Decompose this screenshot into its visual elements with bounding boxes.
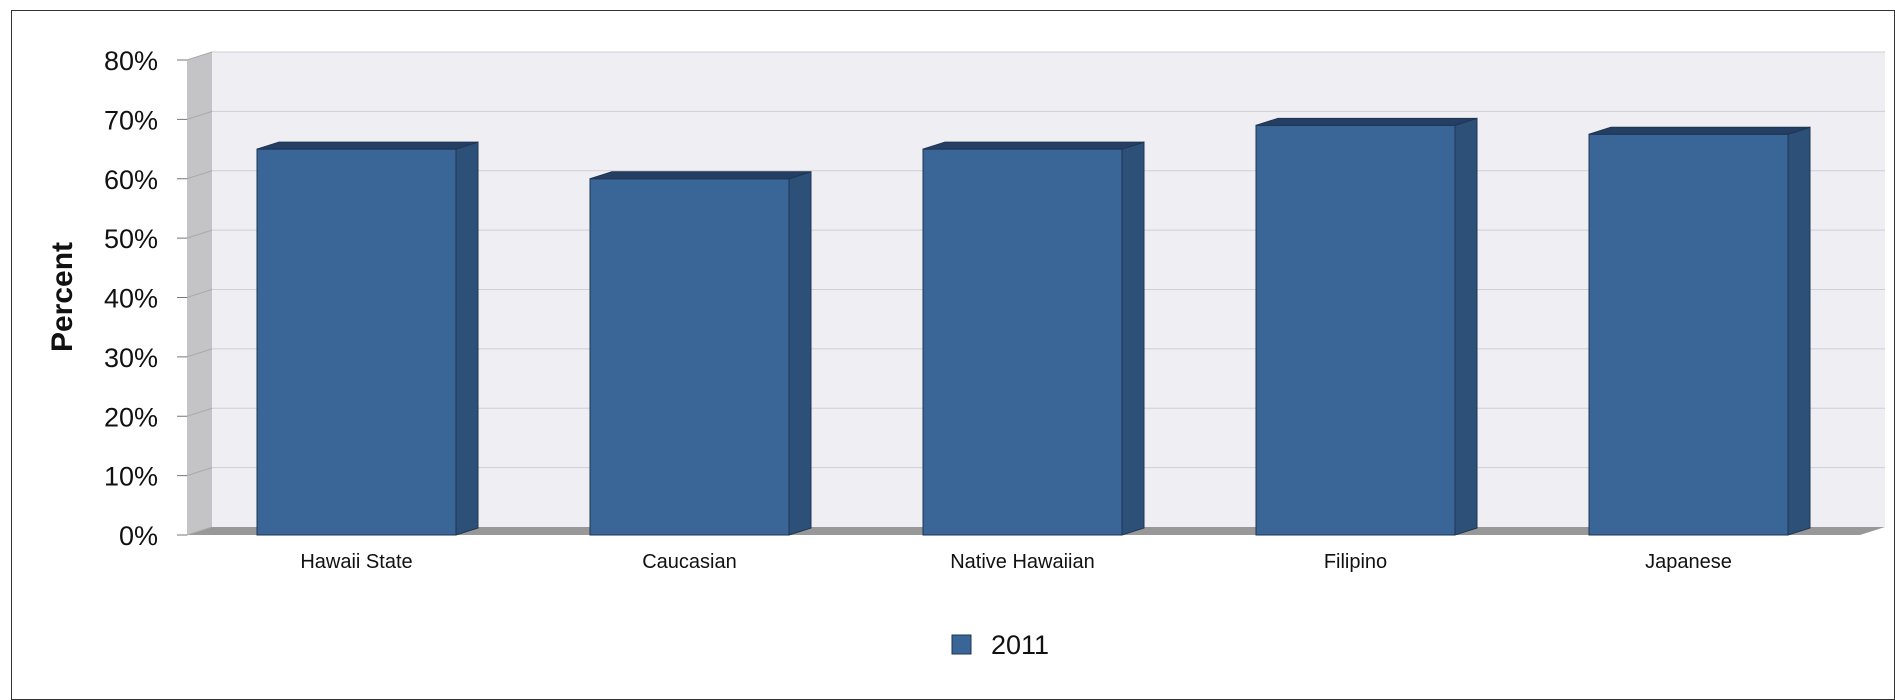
- bar-side: [1787, 126, 1811, 536]
- bar: [256, 148, 457, 536]
- wall-gridline: [186, 51, 213, 61]
- bar-top: [256, 141, 479, 150]
- bar-top: [589, 171, 812, 180]
- bar: [1255, 124, 1456, 536]
- bar-side: [1121, 141, 1145, 536]
- wall-gridline: [186, 170, 213, 180]
- bar-side: [455, 141, 479, 536]
- bar: [1588, 133, 1789, 536]
- x-tick-label: Filipino: [1324, 551, 1387, 573]
- bar: [589, 178, 790, 536]
- wall-gridline: [186, 467, 213, 477]
- y-tick-label: 60%: [104, 165, 158, 195]
- x-axis-labels: Hawaii State Caucasian Native Hawaiian Fili…: [300, 551, 1732, 573]
- legend-label: 2011: [991, 630, 1049, 660]
- wall-gridline: [186, 289, 213, 298]
- y-tick-label: 80%: [104, 46, 158, 76]
- wall-gridline: [186, 348, 213, 358]
- y-tick-label: 70%: [104, 105, 158, 135]
- x-tick-label: Native Hawaiian: [950, 551, 1095, 573]
- x-tick-label: Hawaii State: [300, 551, 412, 573]
- bar-top: [1588, 126, 1811, 135]
- y-tick-label: 30%: [104, 343, 158, 373]
- legend-swatch: [951, 634, 972, 655]
- y-tick-label: 10%: [104, 462, 158, 492]
- wall-gridline: [186, 229, 213, 239]
- y-axis-ticks: 0% 10% 20% 30% 40% 50% 60% 70% 80%: [104, 46, 187, 551]
- bar-chart: 0% 10% 20% 30% 40% 50% 60% 70% 80% Hawaii State C…: [46, 46, 1885, 660]
- bars: [256, 117, 1811, 536]
- wall-gridline: [186, 407, 213, 417]
- bar-side: [788, 171, 812, 536]
- bar-top: [1255, 117, 1478, 126]
- bar: [922, 148, 1123, 536]
- y-tick-label: 20%: [104, 402, 158, 432]
- bar-top: [922, 141, 1145, 150]
- y-axis-label: Percent: [46, 242, 79, 352]
- legend: 2011: [951, 630, 1049, 660]
- wall-gridline: [186, 110, 213, 120]
- y-tick-label: 0%: [119, 521, 158, 551]
- x-tick-label: Japanese: [1645, 551, 1732, 573]
- x-tick-label: Caucasian: [642, 551, 737, 573]
- y-tick-label: 50%: [104, 224, 158, 254]
- bar-side: [1454, 117, 1478, 536]
- wall-gridline: [186, 526, 213, 536]
- y-tick-label: 40%: [104, 284, 158, 314]
